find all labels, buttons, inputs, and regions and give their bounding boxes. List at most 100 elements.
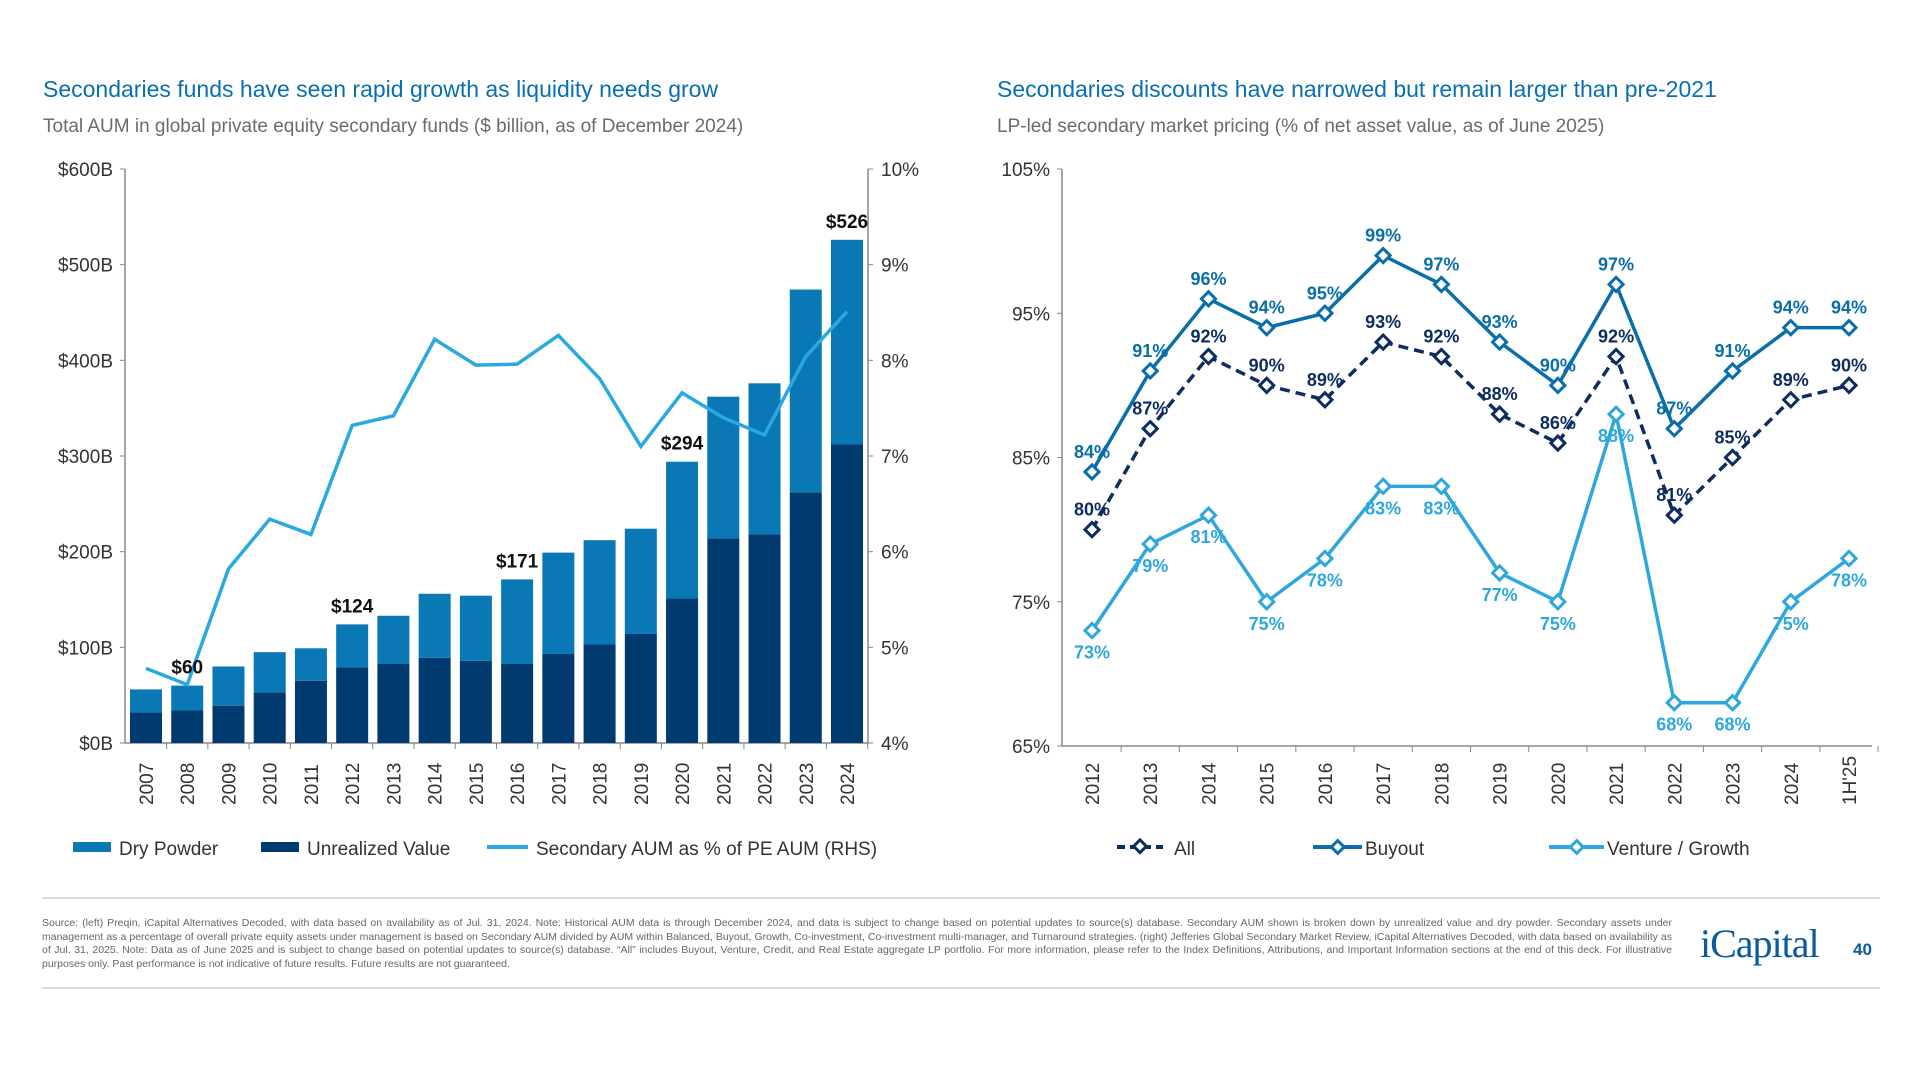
marker-all bbox=[1723, 448, 1742, 467]
data-label-venture-growth: 83% bbox=[1423, 498, 1459, 518]
bar-dry-powder-2016 bbox=[501, 579, 534, 664]
y-tick-label: $200B bbox=[58, 543, 113, 564]
legend-marker-buyout bbox=[1329, 838, 1347, 856]
x-tick-label: 2012 bbox=[1083, 763, 1104, 805]
bar-dry-powder-2022 bbox=[748, 383, 781, 535]
bar-dry-powder-2012 bbox=[336, 624, 369, 668]
bar-unrealized-2015 bbox=[459, 660, 492, 743]
marker-venture-growth bbox=[1548, 592, 1568, 611]
x-tick-label: 2016 bbox=[1316, 763, 1337, 805]
data-label-all: 80% bbox=[1074, 500, 1110, 520]
data-label-all: 89% bbox=[1307, 370, 1343, 390]
y2-tick-label: 4% bbox=[881, 734, 909, 755]
data-label-venture-growth: 78% bbox=[1831, 570, 1867, 590]
x-tick-label: 2017 bbox=[1374, 763, 1395, 805]
marker-venture-growth bbox=[1257, 592, 1276, 611]
bar-unrealized-2016 bbox=[501, 663, 534, 743]
x-tick-label: 2017 bbox=[549, 763, 570, 805]
right-legend: All Buyout Venture / Growth bbox=[1117, 837, 1750, 860]
pct-of-pe-aum-line bbox=[145, 310, 849, 687]
marker-venture-growth bbox=[1665, 693, 1684, 712]
x-tick-label: 2023 bbox=[797, 763, 818, 805]
data-label-venture-growth: 73% bbox=[1074, 643, 1110, 663]
bar-total-label: $526 bbox=[826, 212, 868, 233]
footer-source-note: Source: (left) Preqin, iCapital Alternat… bbox=[42, 917, 1672, 970]
marker-buyout bbox=[1723, 361, 1742, 381]
bar-dry-powder-2015 bbox=[459, 595, 492, 661]
data-label-venture-growth: 78% bbox=[1307, 570, 1343, 590]
aum-bar-chart: $0B $100B $200B $300B $400B $500B $600B 4% 5% 6% 7… bbox=[58, 160, 919, 805]
x-tick-label: 2022 bbox=[1665, 763, 1686, 805]
x-tick-label: 2016 bbox=[508, 763, 529, 805]
bar-dry-powder-2018 bbox=[583, 540, 616, 645]
data-label-buyout: 84% bbox=[1074, 442, 1110, 462]
y-tick-label: $400B bbox=[58, 351, 113, 372]
data-label-all: 92% bbox=[1190, 327, 1226, 347]
data-label-buyout: 90% bbox=[1540, 355, 1576, 375]
bar-unrealized-2011 bbox=[294, 680, 327, 743]
x-tick-label: 2015 bbox=[467, 763, 488, 805]
marker-venture-growth bbox=[1315, 549, 1335, 568]
x-tick-label: 2012 bbox=[343, 763, 364, 805]
marker-venture-growth bbox=[1723, 693, 1742, 712]
x-tick-label: 2022 bbox=[756, 763, 777, 805]
marker-all bbox=[1490, 405, 1509, 424]
marker-venture-growth bbox=[1199, 506, 1218, 525]
data-label-venture-growth: 75% bbox=[1773, 614, 1809, 634]
marker-buyout bbox=[1490, 332, 1509, 352]
data-label-all: 88% bbox=[1482, 384, 1518, 404]
data-label-buyout: 99% bbox=[1365, 226, 1401, 246]
x-tick-label: 2013 bbox=[1141, 763, 1162, 805]
bar-unrealized-2018 bbox=[583, 644, 616, 743]
data-label-venture-growth: 88% bbox=[1598, 426, 1634, 446]
bar-unrealized-2008 bbox=[171, 710, 204, 743]
data-label-venture-growth: 79% bbox=[1132, 556, 1168, 576]
bar-total-label: $60 bbox=[171, 658, 203, 679]
y-tick-label: $100B bbox=[58, 638, 113, 659]
data-label-all: 93% bbox=[1365, 312, 1401, 332]
data-label-buyout: 94% bbox=[1773, 298, 1809, 318]
data-label-buyout: 94% bbox=[1831, 298, 1867, 318]
bar-dry-powder-2010 bbox=[253, 652, 286, 693]
page-number: 40 bbox=[1853, 940, 1872, 959]
bar-unrealized-2021 bbox=[707, 538, 740, 743]
data-label-buyout: 95% bbox=[1307, 283, 1343, 303]
x-tick-label: 2015 bbox=[1258, 763, 1279, 805]
legend-label-unrealized: Unrealized Value bbox=[307, 839, 450, 860]
series-line-venture-growth bbox=[1090, 413, 1851, 705]
y-tick-label: 75% bbox=[1012, 593, 1050, 614]
data-label-all: 81% bbox=[1656, 485, 1692, 505]
y-tick-label: 65% bbox=[1012, 737, 1050, 758]
legend-swatch-unrealized bbox=[261, 842, 299, 852]
data-label-venture-growth: 75% bbox=[1540, 614, 1576, 634]
marker-buyout bbox=[1199, 289, 1218, 309]
x-tick-label: 2020 bbox=[1549, 763, 1570, 805]
marker-buyout bbox=[1082, 462, 1102, 482]
legend-label-pct-line: Secondary AUM as % of PE AUM (RHS) bbox=[536, 839, 877, 860]
x-tick-label: 2014 bbox=[426, 762, 447, 805]
marker-venture-growth bbox=[1432, 477, 1451, 496]
marker-venture-growth bbox=[1606, 405, 1626, 424]
marker-buyout bbox=[1781, 318, 1800, 337]
x-tick-label: 2007 bbox=[137, 763, 158, 805]
marker-buyout bbox=[1373, 246, 1393, 265]
marker-all bbox=[1665, 506, 1684, 525]
bar-unrealized-2020 bbox=[666, 598, 699, 743]
bar-total-label: $171 bbox=[496, 551, 539, 572]
data-label-venture-growth: 77% bbox=[1482, 585, 1518, 605]
data-label-all: 86% bbox=[1540, 413, 1576, 433]
data-label-all: 92% bbox=[1598, 327, 1634, 347]
x-tick-label: 2018 bbox=[1432, 763, 1453, 805]
y2-tick-label: 7% bbox=[881, 447, 909, 468]
bar-dry-powder-2019 bbox=[624, 528, 657, 634]
bar-unrealized-2009 bbox=[212, 705, 245, 743]
bar-unrealized-2014 bbox=[418, 657, 451, 743]
data-label-buyout: 91% bbox=[1132, 341, 1168, 361]
data-label-venture-growth: 83% bbox=[1365, 498, 1401, 518]
x-tick-label: 2024 bbox=[1782, 762, 1803, 805]
marker-all bbox=[1606, 347, 1626, 366]
data-label-buyout: 94% bbox=[1249, 298, 1285, 318]
footer-bottom-divider bbox=[42, 987, 1880, 989]
bar-unrealized-2019 bbox=[624, 633, 657, 743]
x-tick-label: 2010 bbox=[261, 763, 282, 805]
